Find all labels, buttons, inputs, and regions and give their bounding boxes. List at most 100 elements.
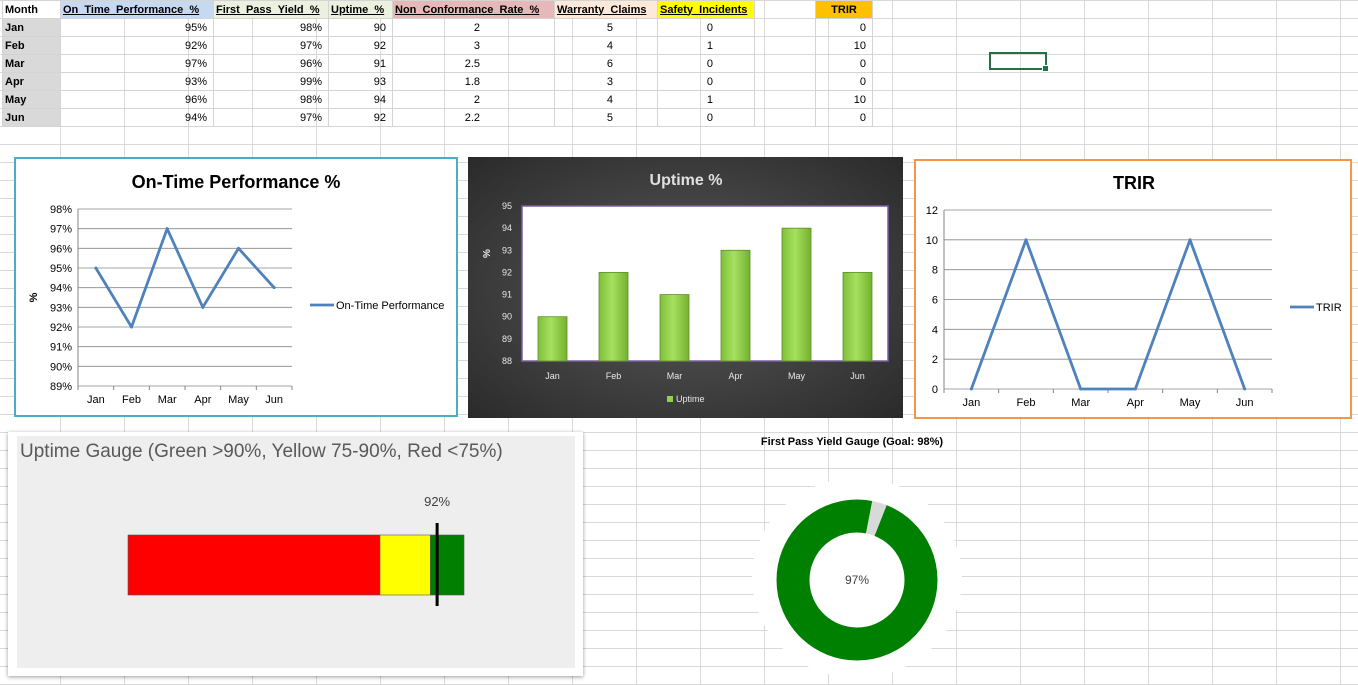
plot-area [521,205,889,362]
empty-cell[interactable] [755,91,816,109]
empty-cell[interactable] [755,19,816,37]
cell-trir[interactable]: 0 [815,72,873,91]
x-tick-label: Mar [1071,397,1090,409]
cell-fpy[interactable]: 98% [213,90,329,109]
cell-uptime[interactable]: 91 [328,54,393,73]
cell-fpy[interactable]: 97% [213,36,329,55]
cell-safety[interactable]: 1 [657,36,755,55]
cell-warranty[interactable]: 3 [554,72,658,91]
cell-ncr[interactable]: 3 [392,36,555,55]
trir-chart[interactable]: TRIR 0 2 4 6 8 10 12 Jan Feb Mar Apr May Jun TRIR [914,159,1352,419]
cell-uptime[interactable]: 92 [328,36,393,55]
cell-ncr[interactable]: 2.2 [392,108,555,127]
gauge-title: First Pass Yield Gauge (Goal: 98%) [761,436,944,448]
x-tick-label: Apr [728,371,742,381]
cell-warranty[interactable]: 5 [554,108,658,127]
empty-cell[interactable] [755,1,816,19]
cell-warranty[interactable]: 6 [554,54,658,73]
selected-cell[interactable] [989,52,1049,72]
empty-cell[interactable] [755,73,816,91]
cell-safety[interactable]: 1 [657,90,755,109]
cell-month[interactable]: May [2,90,61,109]
cell-otp[interactable]: 95% [60,18,214,37]
cell-ncr[interactable]: 2 [392,90,555,109]
header-non-conformance-rate[interactable]: Non_Conformance_Rate_% [392,0,555,19]
uptime-chart[interactable]: Uptime % 88 89 90 91 92 93 94 95% Jan Feb Mar Apr May… [468,157,903,418]
cell-otp[interactable]: 97% [60,54,214,73]
cell-otp[interactable]: 93% [60,72,214,91]
y-tick-label: 94 [502,223,512,233]
cell-safety[interactable]: 0 [657,54,755,73]
first-pass-yield-donut: First Pass Yield Gauge (Goal: 98%) 97% [761,436,944,661]
y-tick-label: 89 [502,334,512,344]
y-tick-label: 95% [50,263,72,275]
legend-label: Uptime [676,394,705,404]
header-on-time-performance[interactable]: On_Time_Performance_% [60,0,214,19]
cell-fpy[interactable]: 96% [213,54,329,73]
cell-trir[interactable]: 0 [815,108,873,127]
x-tick-label: Feb [606,371,622,381]
cell-uptime[interactable]: 93 [328,72,393,91]
on-time-performance-chart[interactable]: On-Time Performance % 89% 90% 91% 92% 93% 94% 9… [14,157,458,417]
x-tick-label: May [228,394,249,406]
x-tick-label: Jan [545,371,560,381]
cell-trir[interactable]: 10 [815,90,873,109]
cell-month[interactable]: Jan [2,18,61,37]
empty-cell[interactable] [755,37,816,55]
x-tick-label: Mar [158,394,177,406]
cell-otp[interactable]: 92% [60,36,214,55]
y-axis-label: % [482,249,493,258]
cell-ncr[interactable]: 2 [392,18,555,37]
x-tick-label: Apr [194,394,211,406]
x-tick-label: May [788,371,806,381]
cell-ncr[interactable]: 1.8 [392,72,555,91]
y-tick-label: 94% [50,283,72,295]
cell-uptime[interactable]: 92 [328,108,393,127]
header-month[interactable]: Month [2,0,61,19]
header-safety-incidents[interactable]: Safety_Incidents [657,0,755,19]
cell-safety[interactable]: 0 [657,108,755,127]
cell-ncr[interactable]: 2.5 [392,54,555,73]
header-first-pass-yield[interactable]: First_Pass_Yield_% [213,0,329,19]
cell-month[interactable]: Apr [2,72,61,91]
cell-trir[interactable]: 10 [815,36,873,55]
header-warranty-claims[interactable]: Warranty_Claims [554,0,658,19]
cell-month[interactable]: Feb [2,36,61,55]
header-uptime[interactable]: Uptime_% [328,0,393,19]
empty-cell[interactable] [755,109,816,127]
uptime-gauge-panel[interactable]: Uptime Gauge (Green >90%, Yellow 75-90%,… [8,432,583,676]
table-row: May 96% 98% 94 2 4 1 10 [2,90,873,109]
cell-warranty[interactable]: 4 [554,90,658,109]
donut-center-label: 97% [845,573,869,587]
gauge-title: Uptime Gauge (Green >90%, Yellow 75-90%,… [20,441,503,462]
first-pass-yield-gauge[interactable]: First Pass Yield Gauge (Goal: 98%) 97% [742,430,972,680]
cell-trir[interactable]: 0 [815,54,873,73]
cell-month[interactable]: Mar [2,54,61,73]
cell-otp[interactable]: 96% [60,90,214,109]
cell-month[interactable]: Jun [2,108,61,127]
cell-fpy[interactable]: 98% [213,18,329,37]
x-tick-label: Apr [1127,397,1144,409]
empty-cell[interactable] [755,55,816,73]
cell-safety[interactable]: 0 [657,18,755,37]
on-time-performance-plot: On-Time Performance % 89% 90% 91% 92% 93% 94% 9… [28,172,444,406]
trir-plot: TRIR 0 2 4 6 8 10 12 Jan Feb Mar Apr May Jun TRIR [926,173,1342,409]
y-tick-label: 2 [932,354,938,366]
data-point [130,325,133,329]
cell-fpy[interactable]: 97% [213,108,329,127]
legend-label: On-Time Performance [336,300,444,312]
cell-warranty[interactable]: 5 [554,18,658,37]
x-tick-label: Jan [962,397,980,409]
cell-safety[interactable]: 0 [657,72,755,91]
cell-fpy[interactable]: 99% [213,72,329,91]
cell-uptime[interactable]: 90 [328,18,393,37]
uptime-gauge-area: Uptime Gauge (Green >90%, Yellow 75-90%,… [17,436,575,668]
cell-trir[interactable]: 0 [815,18,873,37]
bar [720,249,751,362]
header-trir[interactable]: TRIR [815,0,873,19]
data-point [969,387,973,391]
cell-otp[interactable]: 94% [60,108,214,127]
cell-warranty[interactable]: 4 [554,36,658,55]
x-tick-label: Mar [667,371,683,381]
cell-uptime[interactable]: 94 [328,90,393,109]
